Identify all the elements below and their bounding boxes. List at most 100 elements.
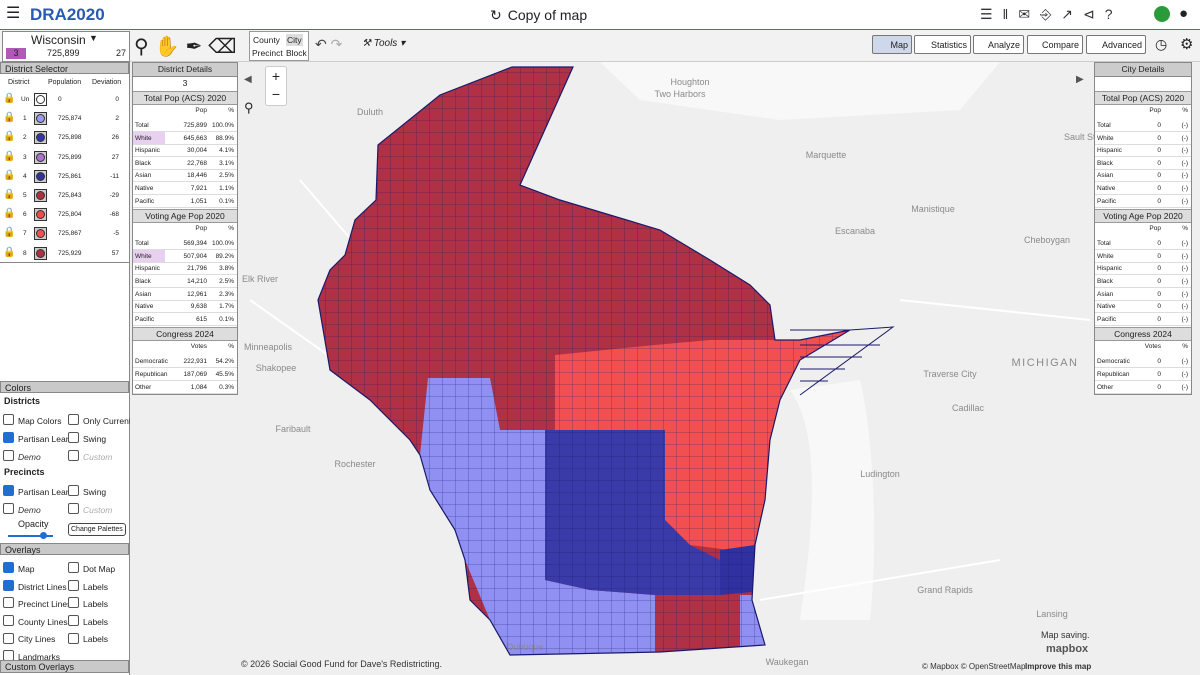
collapse-right[interactable]: ▶	[1076, 74, 1084, 85]
option[interactable]: City Lines	[3, 629, 55, 647]
tools-menu[interactable]: ⚒ Tools ▾	[362, 38, 406, 49]
option[interactable]: Swing	[68, 429, 106, 447]
history[interactable]: ◷	[1155, 36, 1168, 52]
menu-icon[interactable]: ☰	[6, 5, 21, 22]
district-swatch[interactable]	[34, 112, 47, 126]
option-label[interactable]: Map	[18, 564, 35, 574]
option[interactable]: Labels	[68, 612, 108, 630]
checkbox[interactable]	[3, 503, 14, 515]
option-label[interactable]: Partisan Lean	[18, 434, 71, 444]
checkbox[interactable]	[68, 615, 79, 627]
option-label[interactable]: Only Current	[83, 416, 132, 426]
lock-icon[interactable]: 🔒	[3, 150, 16, 162]
district-swatch[interactable]	[34, 93, 47, 106]
district-swatch[interactable]	[34, 227, 47, 241]
option[interactable]: District Lines	[3, 577, 67, 595]
logo[interactable]: DRA2020	[30, 5, 105, 24]
checkbox[interactable]	[3, 615, 14, 627]
option[interactable]: Demo	[3, 500, 41, 518]
dropdown[interactable]: ▼	[89, 33, 98, 43]
lock-icon[interactable]: 🔒	[3, 189, 16, 200]
zoom-search[interactable]: ⚲	[244, 100, 254, 115]
option-label[interactable]: Demo	[18, 505, 41, 515]
map[interactable]: Two HarborsDuluthHoughtonMarquetteSault …	[130, 62, 1200, 675]
option[interactable]: Custom	[68, 447, 112, 465]
checkbox[interactable]	[3, 414, 14, 426]
option-label[interactable]: Custom	[83, 505, 113, 515]
tool-icons[interactable]: ⚲✋✒⌫	[134, 36, 243, 58]
view-button[interactable]: Statistics	[914, 35, 971, 54]
view-button[interactable]: Analyze	[973, 35, 1024, 54]
checkbox[interactable]	[3, 485, 14, 497]
district-swatch[interactable]	[34, 208, 47, 222]
option[interactable]: Only Current	[68, 411, 131, 429]
palettes-button[interactable]: Change Palettes	[68, 523, 126, 536]
checkbox[interactable]	[3, 597, 14, 609]
option[interactable]: Map Colors	[3, 411, 61, 429]
option-label[interactable]: District Lines	[18, 581, 67, 592]
opacity-slider[interactable]	[8, 535, 53, 537]
option-label[interactable]: Partisan Lean	[18, 487, 71, 497]
checkbox[interactable]	[68, 450, 79, 462]
option-label[interactable]: Labels	[83, 616, 109, 627]
checkbox[interactable]	[3, 562, 14, 574]
district-swatch[interactable]	[34, 169, 47, 183]
improve-link[interactable]: Improve this map	[1025, 662, 1092, 671]
option-label[interactable]: Labels	[83, 634, 109, 645]
checkbox[interactable]	[68, 562, 79, 574]
city[interactable]: City	[286, 34, 303, 46]
district-swatch[interactable]	[34, 131, 47, 145]
checkbox[interactable]	[68, 414, 79, 426]
state-name[interactable]: Wisconsin	[31, 33, 86, 47]
zoom-controls[interactable]: + −	[265, 66, 287, 106]
option-label[interactable]: Precinct Lines	[18, 599, 72, 610]
checkbox[interactable]	[3, 632, 14, 644]
precinct[interactable]: Precinct	[252, 48, 283, 58]
checkbox[interactable]	[3, 450, 14, 462]
lock-icon[interactable]: 🔒	[3, 208, 16, 220]
checkbox[interactable]	[68, 503, 79, 515]
checkbox[interactable]	[68, 485, 79, 497]
option-label[interactable]: County Lines	[18, 616, 68, 627]
option[interactable]: Precinct Lines	[3, 594, 71, 612]
view-button[interactable]: Advanced	[1086, 35, 1146, 54]
option-label[interactable]: City Lines	[18, 634, 56, 645]
lock-icon[interactable]: 🔒	[3, 169, 16, 181]
panel-header[interactable]: Custom Overlays	[0, 660, 129, 673]
option-label[interactable]: Dot Map	[83, 564, 116, 574]
collapse-left[interactable]: ◀	[244, 74, 252, 85]
district-swatch[interactable]	[34, 150, 47, 164]
option-label[interactable]: Swing	[83, 487, 107, 497]
checkbox[interactable]	[3, 432, 14, 444]
undo-redo[interactable]: ↶ ↷	[315, 36, 343, 52]
county[interactable]: County	[253, 35, 280, 45]
option-label[interactable]: Landmarks	[18, 652, 61, 662]
lock-icon[interactable]: 🔒	[3, 246, 16, 258]
view-button[interactable]: Compare	[1027, 35, 1083, 54]
header-icons[interactable]: ☰‖✉⎆↗⊲?	[980, 6, 1123, 22]
checkbox[interactable]	[68, 579, 79, 591]
option[interactable]: Demo	[3, 447, 41, 465]
option-label[interactable]: Swing	[83, 434, 107, 444]
option-label[interactable]: Labels	[83, 581, 109, 592]
option-label[interactable]: Map Colors	[18, 416, 62, 426]
title[interactable]: ↻ Copy of map	[490, 7, 588, 23]
option[interactable]: Partisan Lean	[3, 482, 70, 500]
slider-knob[interactable]	[40, 532, 47, 539]
option[interactable]: Partisan Lean	[3, 429, 70, 447]
state-box[interactable]: Wisconsin ▼ 3 725,899 27	[2, 31, 130, 62]
option[interactable]: Labels	[68, 629, 108, 647]
lock-icon[interactable]: 🔒	[3, 112, 16, 124]
account-icon[interactable]: ●	[1179, 5, 1189, 22]
lock-icon[interactable]: 🔒	[3, 131, 16, 143]
district-swatch[interactable]	[34, 246, 47, 260]
donate-icon[interactable]	[1154, 6, 1170, 22]
option[interactable]: Custom	[68, 500, 112, 518]
district-swatch[interactable]	[34, 189, 47, 202]
lock-icon[interactable]: 🔒	[3, 227, 16, 239]
view-button[interactable]: Map	[872, 35, 912, 54]
map-title[interactable]: Copy of map	[507, 7, 588, 23]
checkbox[interactable]	[68, 632, 79, 644]
option-label[interactable]: Labels	[83, 599, 109, 610]
credits[interactable]: © Mapbox © OpenStreetMap	[922, 662, 1026, 671]
